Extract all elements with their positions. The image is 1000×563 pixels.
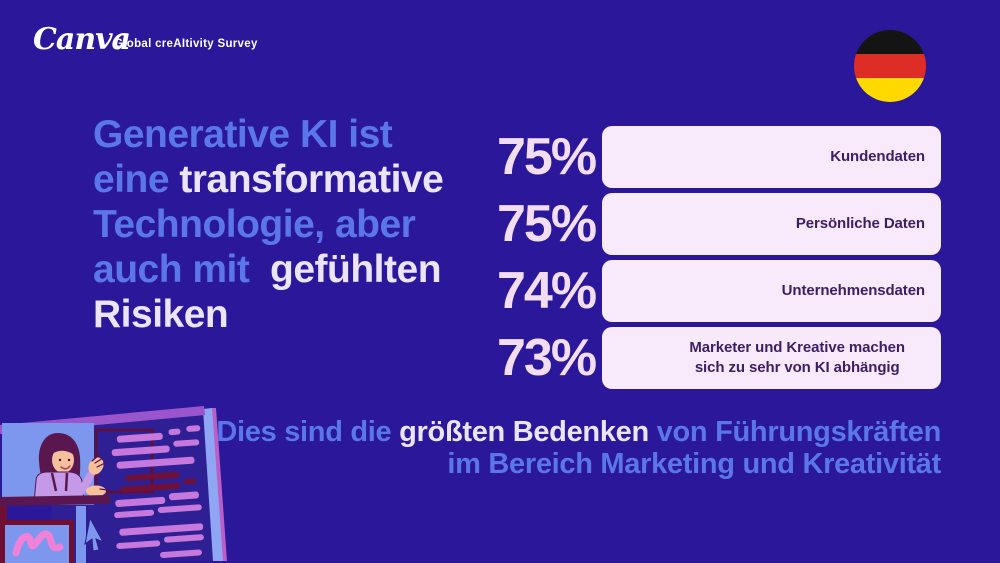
text-segment: eine — [93, 158, 180, 201]
text-line: Dies sind die größten Bedenken von Führu… — [181, 416, 941, 448]
text-segment: auch mit — [93, 248, 260, 291]
stat-bar: Kundendaten — [602, 126, 941, 188]
ledge — [0, 495, 110, 506]
divider-post — [76, 506, 86, 563]
stat-bar: Unternehmensdaten — [602, 260, 941, 322]
presenter-illustration — [0, 406, 227, 563]
stat-value: 75% — [497, 195, 597, 253]
document-lines — [111, 425, 204, 558]
stat-value: 75% — [497, 128, 597, 186]
text-line: Technologie, aber — [93, 202, 493, 247]
presenter-person — [33, 433, 108, 504]
stat-bar: Persönliche Daten — [602, 193, 941, 255]
stat-label: Kundendaten — [830, 148, 925, 165]
stat-bar: Marketer und Kreative machen sich zu sehr… — [602, 327, 941, 389]
stat-row: 73% Marketer und Kreative machen sich zu s… — [497, 327, 941, 389]
stat-value: 74% — [497, 262, 597, 320]
stat-label: Persönliche Daten — [795, 215, 925, 232]
survey-tagline: Global creAItivity Survey — [114, 38, 258, 50]
text-segment: gefühlten — [259, 248, 442, 291]
text-segment: größten Bedenken — [399, 416, 649, 448]
m-scribble — [12, 530, 64, 557]
cursor-icon — [84, 516, 105, 552]
stat-value: 73% — [497, 329, 597, 387]
flag-stripe-red — [854, 54, 926, 78]
text-segment: transformative — [179, 158, 444, 201]
headline: Generative KI ist eine transformative Tech… — [93, 112, 493, 337]
text-line: auch mit gefühlten — [93, 247, 493, 292]
flag-stripe-black — [854, 30, 926, 54]
stat-row: 75% Kundendaten — [497, 126, 941, 188]
board-right-edge — [211, 408, 227, 561]
germany-flag-icon — [854, 30, 926, 102]
text-segment: Dies sind die — [216, 416, 400, 448]
text-segment: von Führungskräften — [648, 416, 942, 448]
text-segment: Technologie, aber — [93, 203, 416, 246]
canva-logo: Canva — [33, 22, 131, 57]
text-line: im Bereich Marketing und Kreativität — [181, 448, 941, 480]
stat-label: Unternehmensdaten — [781, 282, 925, 299]
text-line: eine transformative — [93, 157, 493, 202]
text-segment: im Bereich Marketing und Kreativität — [447, 448, 941, 480]
text-segment: Risiken — [93, 293, 229, 336]
stat-label: Marketer und Kreative machen sich zu sehr… — [689, 339, 905, 376]
board-right-border — [203, 408, 223, 561]
flag-stripe-gold — [854, 78, 926, 102]
caption: Dies sind die größten Bedenken von Führu… — [181, 416, 941, 480]
stat-row: 74% Unternehmensdaten — [497, 260, 941, 322]
text-segment: Generative KI ist — [93, 113, 393, 156]
stats-list: 75% Kundendaten 75% Persönliche Daten 74% Unt… — [497, 126, 941, 394]
text-line: Risiken — [93, 292, 493, 337]
text-line: Generative KI ist — [93, 112, 493, 157]
stat-row: 75% Persönliche Daten — [497, 193, 941, 255]
